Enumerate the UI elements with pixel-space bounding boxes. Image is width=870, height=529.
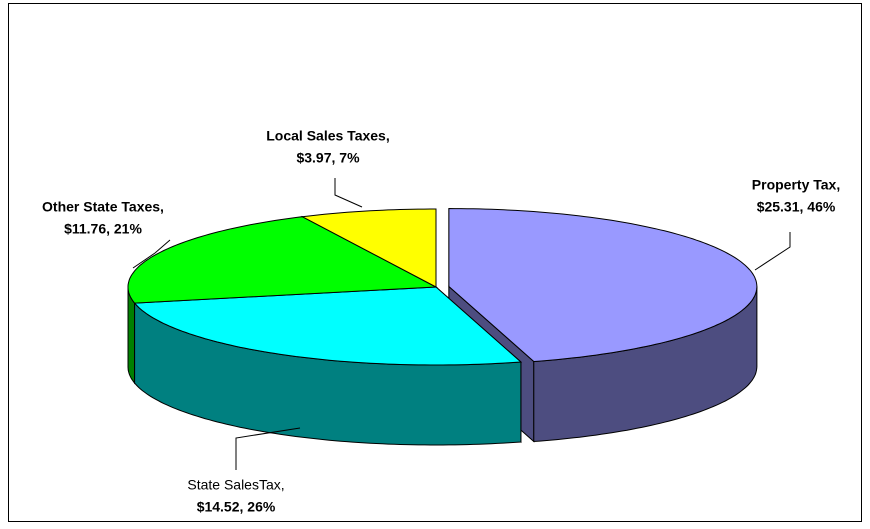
slice: [448, 207, 758, 363]
value-label: $25.31, 46%: [757, 199, 836, 215]
leader-line: [132, 239, 171, 269]
leader-line: [235, 427, 301, 470]
category-label: Local Sales Taxes,: [266, 128, 389, 144]
value-label: $3.97, 7%: [296, 150, 360, 166]
pie: [127, 207, 758, 446]
leader-line: [334, 178, 363, 208]
category-label: Property Tax,: [752, 177, 840, 193]
labels: Property Tax, $25.31, 46% State SalesTax, $…: [42, 128, 840, 515]
value-label: $11.76, 21%: [64, 221, 142, 237]
slice: [300, 208, 437, 288]
leader-line: [754, 232, 791, 271]
slice: [127, 216, 438, 304]
value-label: $14.52, 26%: [197, 499, 276, 515]
category-label: Other State Taxes,: [42, 199, 164, 215]
category-label: State SalesTax,: [187, 477, 284, 493]
slice: [133, 286, 523, 366]
